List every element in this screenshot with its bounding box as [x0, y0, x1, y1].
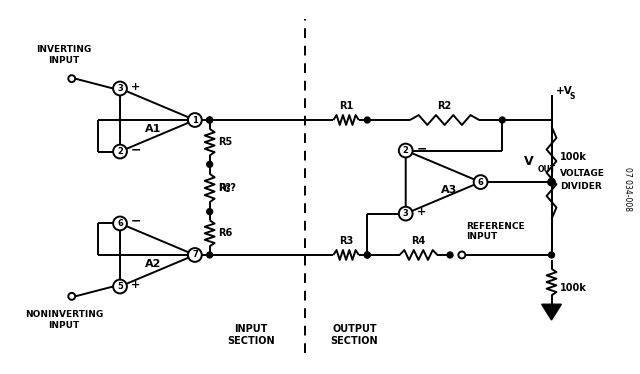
Text: +V: +V [556, 86, 572, 96]
Circle shape [188, 113, 202, 127]
Circle shape [68, 293, 75, 300]
Text: R⁇: R⁇ [218, 183, 236, 193]
Text: 100k: 100k [561, 283, 588, 294]
Text: −: − [131, 215, 141, 228]
Circle shape [364, 252, 371, 258]
Circle shape [548, 179, 555, 186]
Text: R2: R2 [438, 101, 452, 111]
Circle shape [364, 117, 371, 123]
Text: 2: 2 [403, 146, 409, 155]
Circle shape [548, 252, 554, 258]
Circle shape [399, 144, 413, 157]
Circle shape [364, 252, 371, 258]
Text: R4: R4 [412, 236, 426, 246]
Text: INVERTING
INPUT: INVERTING INPUT [36, 46, 92, 65]
Circle shape [113, 145, 127, 159]
Text: +: + [131, 279, 140, 289]
Circle shape [399, 207, 413, 221]
Text: 100k: 100k [561, 153, 588, 162]
Circle shape [207, 162, 212, 167]
Polygon shape [541, 304, 561, 320]
Text: S: S [569, 92, 575, 101]
Text: NONINVERTING
INPUT: NONINVERTING INPUT [25, 310, 103, 329]
Text: R5: R5 [218, 137, 233, 147]
Circle shape [548, 179, 554, 185]
Text: 5: 5 [117, 282, 123, 291]
Circle shape [207, 252, 212, 258]
Text: VOLTAGE: VOLTAGE [561, 169, 605, 178]
Circle shape [207, 209, 212, 215]
Circle shape [499, 117, 505, 123]
Text: G: G [223, 186, 230, 194]
Circle shape [474, 175, 488, 189]
Circle shape [113, 217, 127, 230]
Text: R1: R1 [339, 101, 353, 111]
Text: 6: 6 [477, 178, 483, 187]
Text: A2: A2 [145, 259, 162, 269]
Text: 07 034-008: 07 034-008 [623, 167, 632, 211]
Text: R6: R6 [218, 228, 233, 238]
Text: −: − [131, 143, 141, 156]
Text: R: R [218, 183, 226, 193]
Circle shape [113, 280, 127, 293]
Text: REFERENCE
INPUT: REFERENCE INPUT [466, 222, 524, 241]
Circle shape [207, 117, 212, 123]
Text: OUT: OUT [538, 165, 556, 174]
Text: V: V [524, 155, 534, 168]
Text: R3: R3 [339, 236, 353, 246]
Text: +: + [417, 206, 426, 217]
Text: 3: 3 [117, 84, 123, 93]
Circle shape [68, 75, 75, 82]
Circle shape [447, 252, 453, 258]
Text: 3: 3 [403, 209, 408, 218]
Text: OUTPUT
SECTION: OUTPUT SECTION [331, 324, 378, 346]
Text: +: + [131, 82, 140, 92]
Text: INPUT
SECTION: INPUT SECTION [227, 324, 275, 346]
Circle shape [458, 252, 465, 258]
Text: DIVIDER: DIVIDER [561, 181, 602, 190]
Circle shape [207, 117, 212, 123]
Text: A1: A1 [145, 124, 162, 134]
Text: 2: 2 [117, 147, 123, 156]
Circle shape [113, 82, 127, 95]
Text: 1: 1 [192, 116, 198, 125]
Text: A3: A3 [441, 185, 457, 195]
Text: −: − [417, 142, 427, 155]
Circle shape [188, 248, 202, 262]
Text: 6: 6 [117, 219, 123, 228]
Text: 7: 7 [192, 251, 198, 260]
